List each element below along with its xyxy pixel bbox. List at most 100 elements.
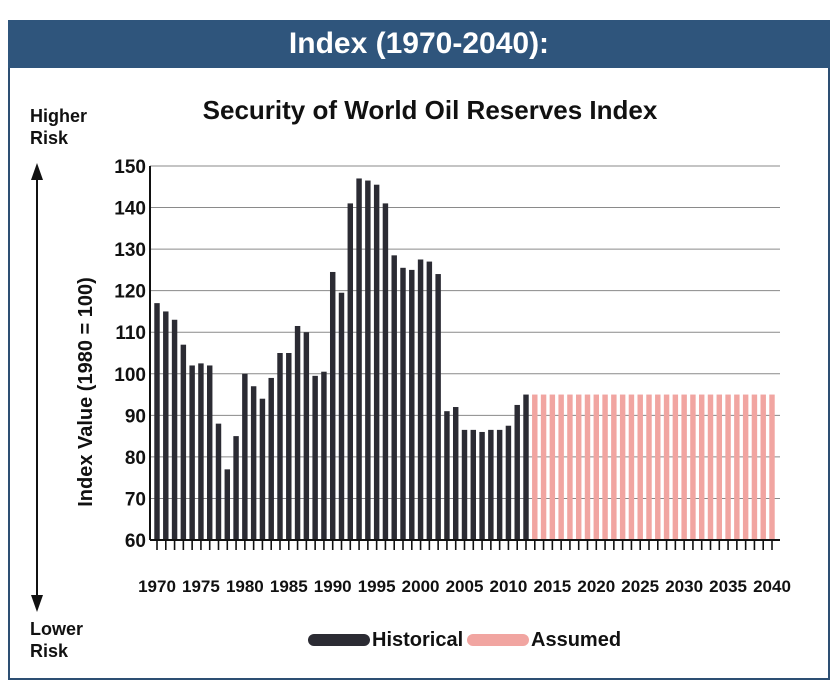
- axes: [149, 166, 780, 550]
- historical-bar: [338, 292, 345, 540]
- historical-bar: [391, 255, 397, 540]
- y-tick-label: 90: [125, 406, 146, 427]
- x-tick-labels: 1970 1975 1980 1985 1990 1995 2000 2005 2010 2015…: [138, 577, 791, 596]
- historical-bar: [321, 371, 327, 540]
- historical-bar: [409, 269, 415, 540]
- historical-bar: [189, 365, 195, 540]
- y-tick-label: 110: [115, 323, 146, 344]
- historical-bar: [470, 429, 477, 540]
- historical-bar: [347, 203, 354, 540]
- higher-label: Higher: [30, 106, 88, 126]
- historical-bar: [312, 375, 318, 540]
- y-tick-label: 100: [114, 365, 146, 386]
- assumed-bar: [663, 394, 670, 540]
- y-tick-label: 130: [114, 240, 146, 261]
- assumed-bar: [734, 394, 740, 540]
- historical-bar: [488, 429, 494, 540]
- assumed-bar: [611, 394, 617, 540]
- legend-swatch-historical: [308, 634, 370, 646]
- assumed-bar: [698, 394, 705, 540]
- historical-bar: [198, 363, 204, 540]
- historical-bar: [417, 259, 424, 540]
- assumed-bar: [558, 394, 564, 540]
- higher-risk-label: Higher Risk: [30, 105, 87, 149]
- historical-bar: [496, 429, 503, 540]
- chart-title: Security of World Oil Reserves Index: [202, 95, 658, 125]
- legend-label-assumed: Assumed: [531, 629, 621, 651]
- historical-bar: [233, 436, 239, 540]
- x-tick-label: 1985: [270, 577, 308, 596]
- assumed-bar: [593, 394, 600, 540]
- historical-bar: [171, 319, 178, 540]
- assumed-bar: [549, 394, 556, 540]
- x-tick-label: 1995: [358, 577, 396, 596]
- x-tick-label: 2005: [446, 577, 484, 596]
- historical-bar: [461, 429, 468, 540]
- y-tick-labels: 60 70 80 90 100 110 120 130 140 150: [114, 157, 146, 552]
- historical-bar: [505, 425, 512, 540]
- historical-bar: [268, 377, 274, 540]
- historical-bar: [400, 267, 406, 540]
- historical-bar: [329, 271, 336, 540]
- y-tick-label: 140: [114, 199, 146, 220]
- assumed-bar: [540, 394, 547, 540]
- lower-risk-text: Risk: [30, 641, 69, 661]
- legend: Historical Assumed: [308, 629, 621, 651]
- historical-bar: [180, 344, 187, 540]
- assumed-bar: [707, 394, 714, 540]
- assumed-bar: [760, 394, 766, 540]
- historical-bar: [163, 311, 169, 540]
- assumed-bar: [655, 394, 661, 540]
- historical-bar: [303, 332, 310, 540]
- historical-bar: [365, 180, 371, 541]
- historical-bar: [206, 365, 213, 540]
- y-tick-label: 150: [114, 157, 146, 178]
- higher-risk-text: Risk: [30, 128, 69, 148]
- historical-bar: [277, 353, 283, 540]
- assumed-bar: [637, 394, 643, 540]
- assumed-bar: [619, 394, 626, 540]
- assumed-bar: [672, 394, 679, 540]
- assumed-bar: [532, 394, 538, 540]
- x-tick-label: 1970: [138, 577, 176, 596]
- historical-bar: [382, 203, 389, 540]
- x-tick-label: 2000: [402, 577, 440, 596]
- historical-bar: [452, 407, 459, 540]
- assumed-bar: [646, 394, 652, 540]
- assumed-bar: [681, 394, 687, 540]
- historical-bar: [444, 411, 450, 540]
- banner-title: Index (1970-2040):: [8, 20, 830, 68]
- x-tick-label: 2030: [665, 577, 703, 596]
- historical-bar: [259, 398, 266, 540]
- x-tick-label: 1980: [226, 577, 264, 596]
- historical-bar: [356, 178, 362, 540]
- historical-bar: [373, 184, 380, 540]
- assumed-bar: [567, 394, 573, 540]
- y-tick-label: 70: [125, 489, 146, 510]
- assumed-bar: [584, 394, 591, 540]
- y-axis-label: Index Value (1980 = 100): [75, 277, 97, 507]
- y-tick-label: 60: [125, 531, 146, 552]
- x-tick-label: 1990: [314, 577, 352, 596]
- historical-bar: [224, 469, 231, 540]
- historical-bar: [250, 386, 257, 540]
- x-tick-label: 2035: [709, 577, 747, 596]
- risk-arrow: [31, 163, 43, 612]
- bars: [154, 178, 775, 541]
- lower-label: Lower: [30, 619, 84, 639]
- assumed-bar: [725, 394, 731, 540]
- assumed-bar: [751, 394, 758, 540]
- assumed-bar: [690, 394, 696, 540]
- y-tick-label: 120: [114, 282, 146, 303]
- legend-label-historical: Historical: [372, 629, 463, 651]
- y-tick-label: 80: [125, 448, 146, 469]
- x-tick-label: 2015: [533, 577, 571, 596]
- historical-bar: [435, 274, 441, 540]
- historical-bar: [479, 431, 485, 540]
- legend-swatch-assumed: [467, 634, 529, 646]
- historical-bar: [154, 303, 160, 540]
- assumed-bar: [628, 394, 635, 540]
- assumed-bar: [575, 394, 582, 540]
- historical-bar: [514, 404, 520, 540]
- risk-arrow-down-head: [31, 595, 43, 612]
